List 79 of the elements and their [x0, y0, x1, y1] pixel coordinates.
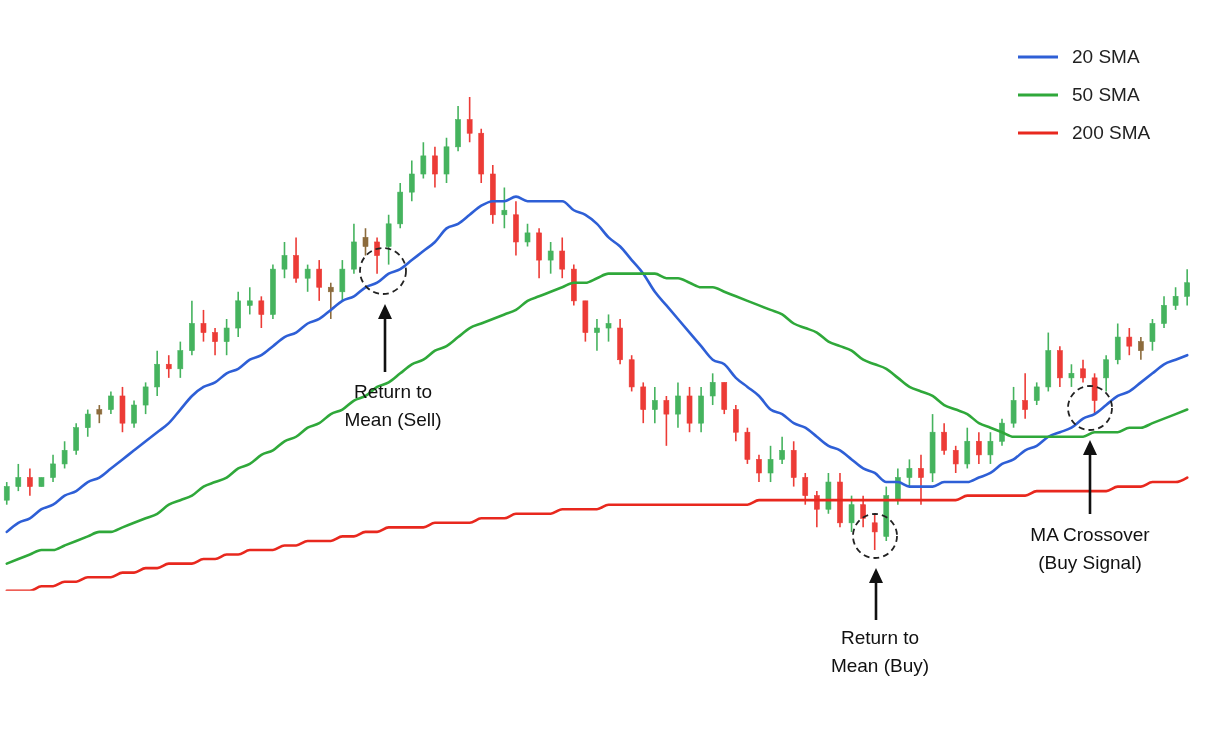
text: Return to Mean (Buy): [829, 626, 931, 678]
candlestick: [709, 372, 716, 406]
candlestick: [131, 399, 137, 429]
candlestick: [501, 186, 508, 230]
candlestick: [327, 281, 334, 320]
candlestick: [374, 236, 380, 275]
candlestick: [1126, 327, 1133, 357]
candlestick: [987, 431, 994, 465]
candlestick: [1033, 381, 1040, 406]
candlestick: [50, 454, 56, 483]
candlestick: [663, 395, 670, 447]
candlestick: [316, 259, 323, 302]
candlestick: [177, 340, 184, 379]
candlestick: [802, 472, 809, 506]
candlestick: [293, 236, 299, 284]
annotation: MA Crossover (Buy Signal): [1029, 523, 1151, 575]
candlestick: [385, 213, 392, 266]
candlestick: [756, 454, 762, 483]
candlestick: [860, 494, 866, 529]
candlestick: [165, 354, 172, 379]
candlestick: [1103, 354, 1109, 393]
candlestick: [733, 404, 739, 443]
candlestick: [96, 404, 103, 424]
candlestick: [871, 512, 878, 551]
candlestick: [281, 241, 288, 279]
candlestick: [895, 467, 901, 506]
candlestick: [1149, 318, 1156, 352]
candlestick: [675, 381, 681, 429]
candlestick: [559, 236, 566, 279]
candlestick: [952, 445, 959, 474]
candlestick: [779, 435, 785, 465]
candlestick: [258, 295, 265, 329]
candlestick: [1080, 358, 1086, 384]
candlestick: [61, 440, 68, 470]
candlestick: [1091, 372, 1098, 415]
candlestick: [339, 259, 346, 302]
candlestick: [976, 431, 982, 465]
candlestick: [466, 97, 473, 144]
candlestick: [767, 445, 774, 483]
candlestick: [1010, 386, 1017, 429]
legend-label: 200 SMA: [1072, 122, 1151, 144]
candlestick: [84, 408, 91, 438]
candlestick: [154, 349, 160, 397]
candlestick: [999, 417, 1005, 447]
candlestick: [142, 381, 149, 415]
candlestick: [27, 467, 33, 497]
candlestick: [906, 458, 913, 488]
candlestick: [941, 422, 947, 456]
candlestick: [1022, 372, 1028, 420]
candlestick: [73, 422, 79, 456]
candlestick: [918, 454, 924, 506]
candlestick: [246, 286, 253, 316]
candlestick: [594, 318, 600, 352]
candlestick: [848, 494, 855, 533]
candlestick: [964, 426, 971, 470]
candlestick: [1161, 295, 1167, 329]
candlestick: [304, 263, 311, 293]
candlestick: [1114, 322, 1121, 366]
candlestick: [640, 381, 647, 424]
candlestick: [408, 159, 415, 202]
legend-label: 20 SMA: [1072, 46, 1140, 68]
candlestick: [3, 481, 10, 506]
candlestick: [223, 318, 230, 357]
candlestick: [420, 141, 427, 180]
candlestick: [212, 327, 218, 357]
candlestick: [362, 227, 369, 257]
candlestick: [108, 390, 114, 415]
candlestick: [200, 309, 207, 343]
candlestick: [1138, 336, 1144, 361]
candlestick: [1184, 268, 1190, 307]
candlestick: [432, 146, 438, 189]
candlestick: [524, 223, 531, 248]
candlestick: [15, 463, 22, 492]
candlestick: [605, 313, 612, 343]
legend-label: 50 SMA: [1072, 84, 1140, 106]
candlestick: [547, 241, 554, 275]
candlestick: [652, 386, 658, 424]
candlestick: [1172, 286, 1179, 311]
candlestick: [1068, 363, 1075, 388]
